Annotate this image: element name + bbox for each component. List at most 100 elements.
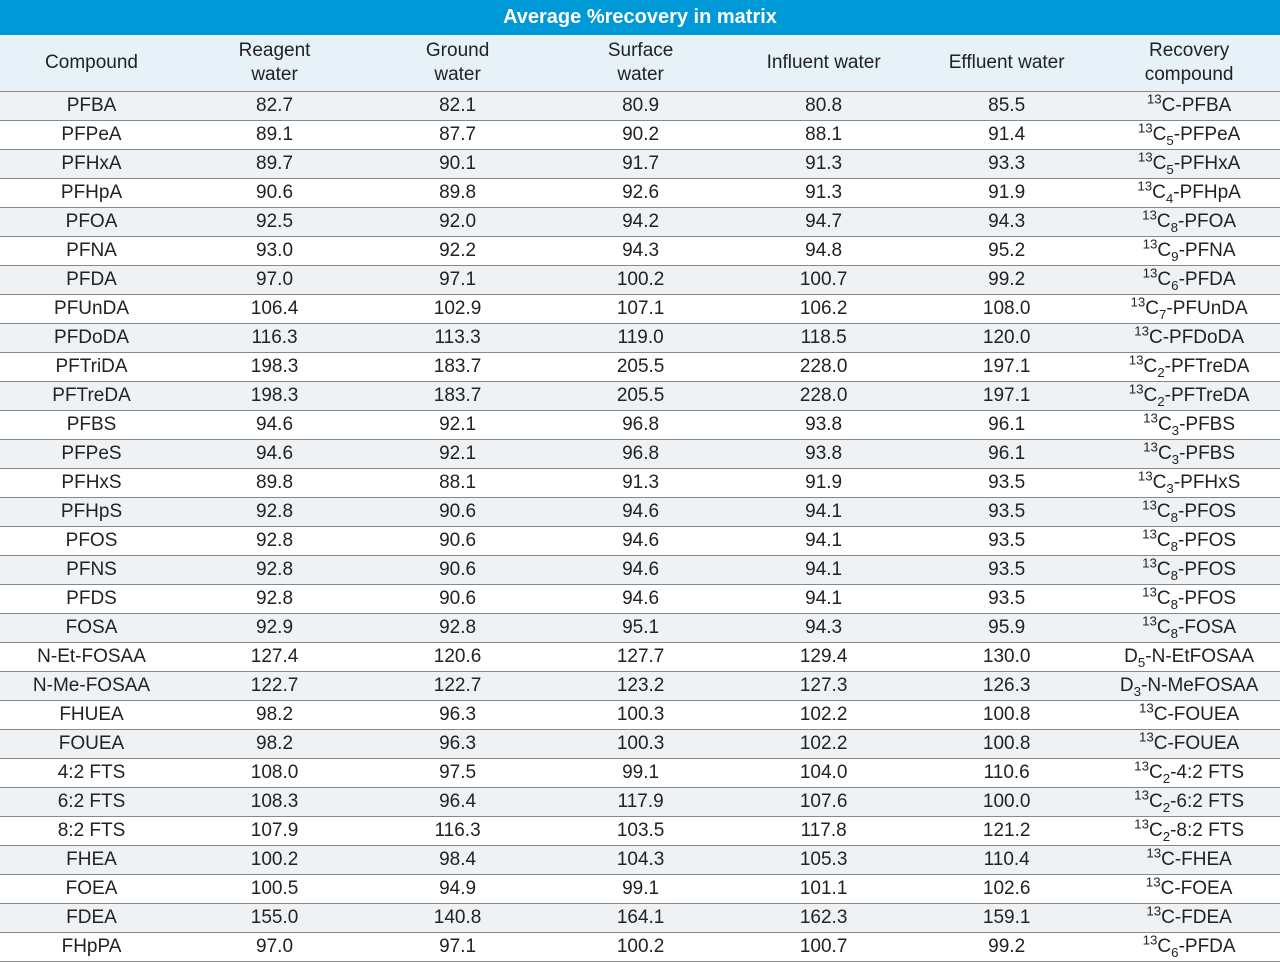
cell-compound: PFHxS [0,468,183,497]
cell-influent: 228.0 [732,381,915,410]
cell-influent: 91.3 [732,149,915,178]
cell-compound: PFNS [0,555,183,584]
cell-recovery: 13C8-PFOS [1098,584,1280,613]
cell-recovery: 13C6-PFDA [1098,932,1280,961]
cell-effluent: 121.2 [915,816,1098,845]
cell-effluent: 110.4 [915,845,1098,874]
cell-ground: 90.6 [366,555,549,584]
cell-ground: 120.6 [366,642,549,671]
cell-surface: 80.9 [549,91,732,120]
table-title-row: Average %recovery in matrix [0,0,1280,35]
cell-recovery: 13C8-PFOS [1098,497,1280,526]
cell-effluent: 110.6 [915,758,1098,787]
table-row: PFPeS94.692.196.893.896.113C3-PFBS [0,439,1280,468]
cell-influent: 162.3 [732,903,915,932]
cell-compound: PFDS [0,584,183,613]
cell-reagent: 98.2 [183,729,366,758]
cell-compound: FOUEA [0,729,183,758]
cell-reagent: 89.1 [183,120,366,149]
cell-recovery: 13C-FOUEA [1098,700,1280,729]
cell-surface: 164.1 [549,903,732,932]
cell-surface: 95.1 [549,613,732,642]
cell-ground: 97.5 [366,758,549,787]
cell-influent: 228.0 [732,352,915,381]
cell-recovery: D5-N-EtFOSAA [1098,642,1280,671]
cell-surface: 94.6 [549,497,732,526]
cell-reagent: 155.0 [183,903,366,932]
cell-effluent: 96.1 [915,410,1098,439]
table-row: PFHpS92.890.694.694.193.513C8-PFOS [0,497,1280,526]
cell-ground: 92.2 [366,236,549,265]
cell-compound: PFBS [0,410,183,439]
table-row: PFDS92.890.694.694.193.513C8-PFOS [0,584,1280,613]
cell-compound: PFDA [0,265,183,294]
cell-ground: 96.3 [366,700,549,729]
cell-effluent: 126.3 [915,671,1098,700]
cell-recovery: 13C5-PFHxA [1098,149,1280,178]
cell-ground: 90.6 [366,497,549,526]
table-row: PFBS94.692.196.893.896.113C3-PFBS [0,410,1280,439]
cell-compound: N-Et-FOSAA [0,642,183,671]
cell-reagent: 92.8 [183,497,366,526]
cell-ground: 98.4 [366,845,549,874]
table-row: PFTriDA198.3183.7205.5228.0197.113C2-PFT… [0,352,1280,381]
cell-surface: 100.3 [549,700,732,729]
cell-effluent: 91.4 [915,120,1098,149]
cell-effluent: 120.0 [915,323,1098,352]
cell-ground: 113.3 [366,323,549,352]
table-row: N-Me-FOSAA122.7122.7123.2127.3126.3D3-N-… [0,671,1280,700]
cell-recovery: 13C8-PFOS [1098,555,1280,584]
cell-surface: 94.6 [549,555,732,584]
cell-surface: 100.2 [549,932,732,961]
table-row: PFPeA89.187.790.288.191.413C5-PFPeA [0,120,1280,149]
cell-surface: 94.2 [549,207,732,236]
cell-influent: 117.8 [732,816,915,845]
cell-effluent: 99.2 [915,265,1098,294]
cell-recovery: 13C8-PFOS [1098,526,1280,555]
cell-recovery: 13C3-PFBS [1098,439,1280,468]
cell-reagent: 90.6 [183,178,366,207]
cell-influent: 107.6 [732,787,915,816]
cell-influent: 94.1 [732,584,915,613]
cell-effluent: 159.1 [915,903,1098,932]
cell-reagent: 94.6 [183,439,366,468]
cell-ground: 97.1 [366,932,549,961]
cell-influent: 94.1 [732,555,915,584]
table-row: FOUEA98.296.3100.3102.2100.813C-FOUEA [0,729,1280,758]
cell-influent: 101.1 [732,874,915,903]
table-row: PFOS92.890.694.694.193.513C8-PFOS [0,526,1280,555]
col-header-compound: Compound [0,35,183,91]
cell-ground: 183.7 [366,352,549,381]
cell-influent: 94.3 [732,613,915,642]
cell-influent: 106.2 [732,294,915,323]
cell-recovery: 13C3-PFBS [1098,410,1280,439]
cell-reagent: 92.8 [183,526,366,555]
cell-compound: PFOS [0,526,183,555]
cell-recovery: 13C2-6:2 FTS [1098,787,1280,816]
cell-effluent: 93.5 [915,584,1098,613]
cell-recovery: 13C-PFBA [1098,91,1280,120]
cell-surface: 107.1 [549,294,732,323]
cell-influent: 94.7 [732,207,915,236]
cell-surface: 117.9 [549,787,732,816]
cell-recovery: 13C8-PFOA [1098,207,1280,236]
cell-effluent: 108.0 [915,294,1098,323]
cell-compound: FHEA [0,845,183,874]
table-row: PFHpA90.689.892.691.391.913C4-PFHpA [0,178,1280,207]
col-header-reagent: Reagentwater [183,35,366,91]
cell-influent: 94.8 [732,236,915,265]
cell-compound: PFHxA [0,149,183,178]
cell-compound: PFDoDA [0,323,183,352]
cell-effluent: 91.9 [915,178,1098,207]
cell-recovery: 13C7-PFUnDA [1098,294,1280,323]
cell-compound: PFTreDA [0,381,183,410]
cell-ground: 90.1 [366,149,549,178]
table-row: 4:2 FTS108.097.599.1104.0110.613C2-4:2 F… [0,758,1280,787]
table-row: FOSA92.992.895.194.395.913C8-FOSA [0,613,1280,642]
cell-ground: 96.4 [366,787,549,816]
cell-recovery: 13C3-PFHxS [1098,468,1280,497]
cell-influent: 100.7 [732,932,915,961]
cell-surface: 91.3 [549,468,732,497]
cell-recovery: 13C2-8:2 FTS [1098,816,1280,845]
cell-recovery: 13C-FOEA [1098,874,1280,903]
